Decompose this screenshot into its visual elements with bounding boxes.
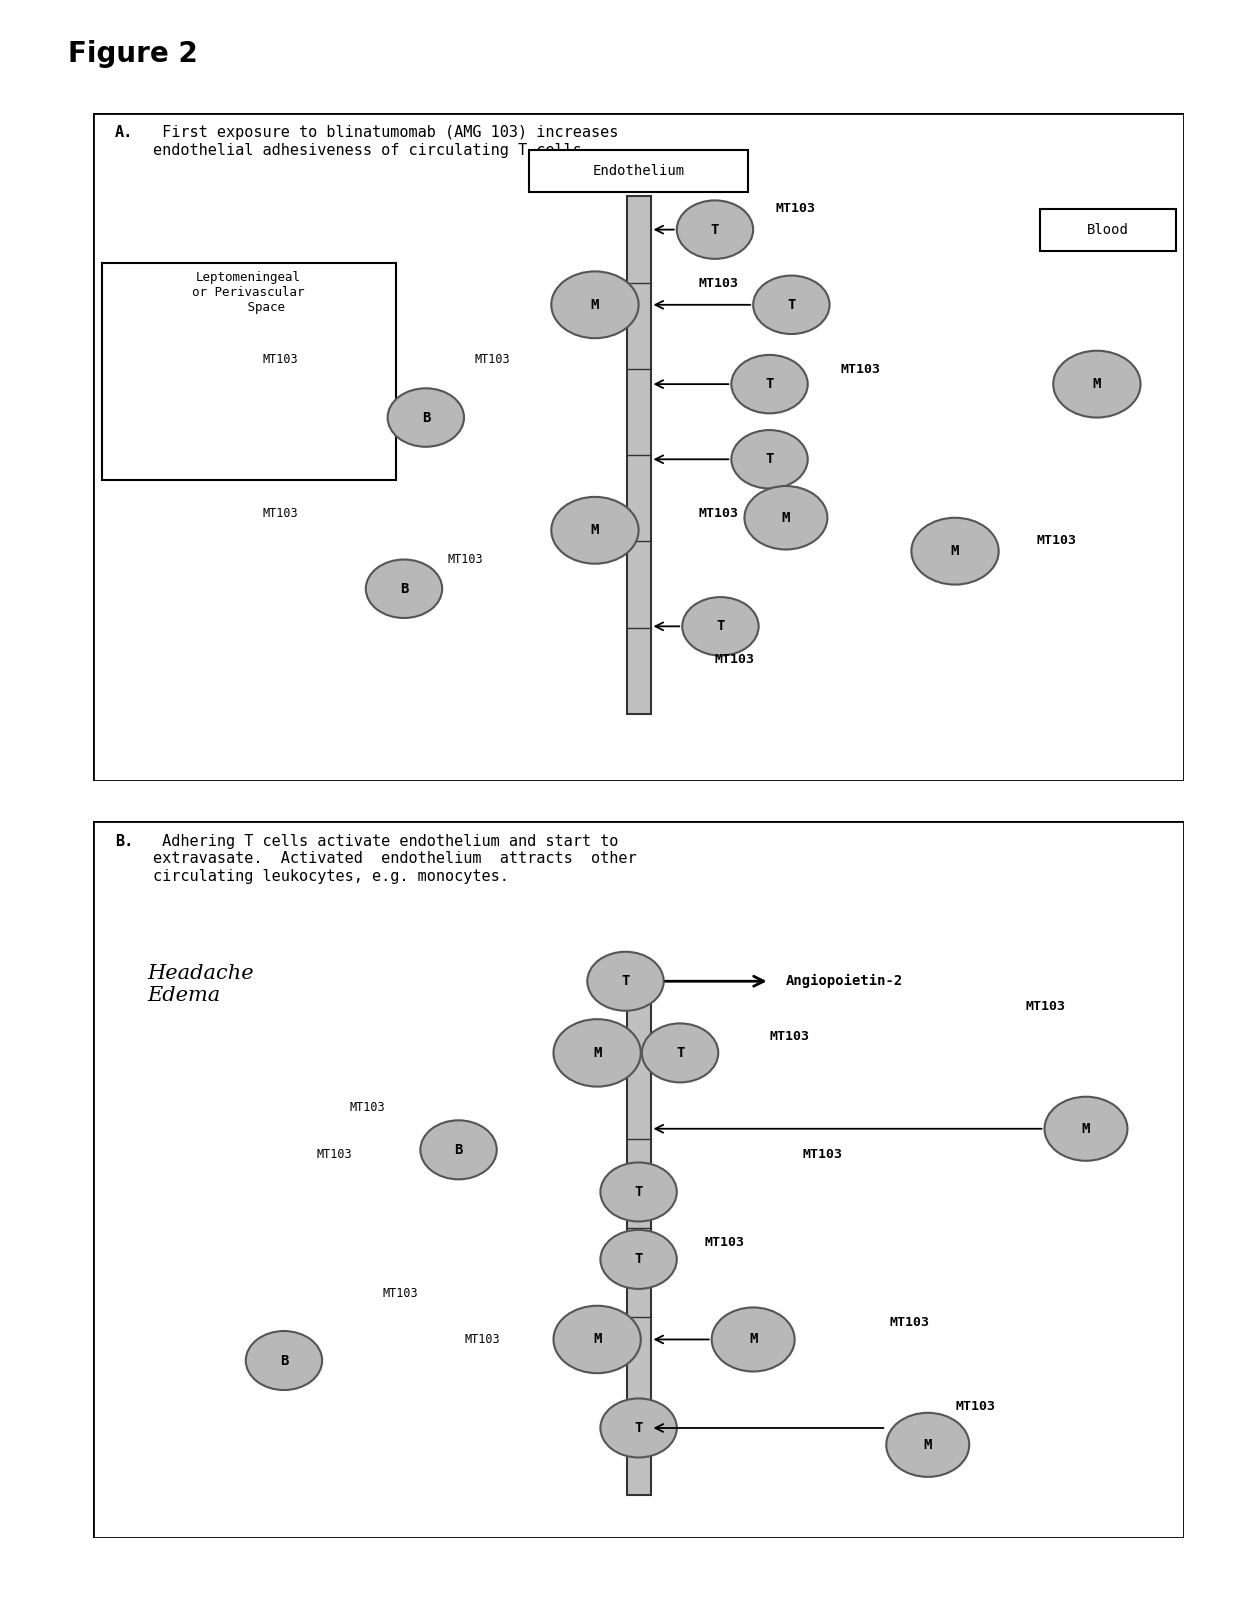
Text: MT103: MT103 — [770, 1029, 810, 1043]
Text: Adhering T cells activate endothelium and start to
extravasate.  Activated  endo: Adhering T cells activate endothelium an… — [153, 834, 636, 884]
Text: MT103: MT103 — [698, 507, 739, 520]
Bar — [1039, 209, 1176, 251]
Circle shape — [744, 486, 827, 549]
Text: T: T — [676, 1046, 684, 1059]
Text: M: M — [951, 544, 960, 559]
Circle shape — [712, 1307, 795, 1372]
Text: B: B — [454, 1143, 463, 1158]
Text: M: M — [590, 298, 599, 312]
Circle shape — [600, 1162, 677, 1222]
Text: Angiopoietin-2: Angiopoietin-2 — [786, 974, 903, 989]
Text: M: M — [593, 1046, 601, 1059]
Text: MT103: MT103 — [802, 1148, 842, 1161]
Text: M: M — [1092, 377, 1101, 391]
Bar — [102, 262, 397, 480]
Bar — [626, 196, 651, 715]
Circle shape — [388, 388, 464, 448]
Text: Blood: Blood — [1087, 222, 1128, 237]
Circle shape — [1053, 351, 1141, 417]
Circle shape — [732, 354, 807, 414]
Text: MT103: MT103 — [464, 1333, 500, 1346]
Bar — [626, 960, 651, 1496]
Text: M: M — [924, 1438, 932, 1452]
Text: Figure 2: Figure 2 — [68, 40, 198, 68]
Text: MT103: MT103 — [448, 552, 484, 567]
Circle shape — [753, 275, 830, 333]
Text: Leptomeningeal
or Perivascular
     Space: Leptomeningeal or Perivascular Space — [192, 272, 304, 314]
Text: M: M — [781, 510, 790, 525]
Circle shape — [552, 272, 639, 338]
Text: B: B — [399, 581, 408, 596]
Text: T: T — [787, 298, 796, 312]
Circle shape — [552, 497, 639, 564]
Text: MT103: MT103 — [262, 507, 298, 520]
Text: MT103: MT103 — [1025, 1000, 1066, 1013]
Text: MT103: MT103 — [316, 1148, 352, 1161]
Text: M: M — [749, 1333, 758, 1346]
Text: Headache
Edema: Headache Edema — [148, 964, 254, 1005]
Text: MT103: MT103 — [775, 203, 815, 216]
Text: M: M — [590, 523, 599, 538]
Text: MT103: MT103 — [262, 353, 298, 365]
Text: MT103: MT103 — [350, 1101, 386, 1114]
Text: T: T — [635, 1422, 642, 1435]
Text: T: T — [765, 377, 774, 391]
Circle shape — [887, 1414, 970, 1476]
Text: First exposure to blinatumomab (AMG 103) increases
endothelial adhesiveness of c: First exposure to blinatumomab (AMG 103)… — [153, 126, 619, 158]
Text: A.: A. — [115, 126, 133, 140]
Text: MT103: MT103 — [475, 353, 511, 365]
Circle shape — [682, 597, 759, 655]
Circle shape — [911, 518, 998, 584]
Text: B: B — [280, 1354, 288, 1367]
Circle shape — [600, 1399, 677, 1457]
Circle shape — [642, 1024, 718, 1082]
Text: MT103: MT103 — [698, 277, 739, 290]
Circle shape — [420, 1121, 497, 1179]
Text: T: T — [635, 1253, 642, 1267]
Circle shape — [600, 1230, 677, 1290]
Text: MT103: MT103 — [841, 364, 880, 377]
Circle shape — [1044, 1096, 1127, 1161]
Text: MT103: MT103 — [382, 1286, 418, 1299]
Circle shape — [366, 560, 443, 618]
Text: MT103: MT103 — [955, 1401, 994, 1414]
Circle shape — [553, 1019, 641, 1087]
Text: T: T — [717, 620, 724, 633]
Circle shape — [246, 1331, 322, 1389]
Text: B: B — [422, 411, 430, 425]
Text: T: T — [635, 1185, 642, 1199]
Text: B.: B. — [115, 834, 133, 848]
Text: M: M — [593, 1333, 601, 1346]
Text: T: T — [711, 222, 719, 237]
Text: MT103: MT103 — [704, 1236, 744, 1249]
Circle shape — [553, 1306, 641, 1373]
Text: Endothelium: Endothelium — [593, 164, 684, 179]
Text: MT103: MT103 — [889, 1315, 930, 1330]
Text: MT103: MT103 — [715, 654, 755, 667]
Circle shape — [588, 952, 663, 1011]
Text: T: T — [621, 974, 630, 989]
Text: MT103: MT103 — [1037, 535, 1076, 547]
Bar — [529, 150, 748, 192]
Text: T: T — [765, 452, 774, 467]
Text: M: M — [1081, 1122, 1090, 1135]
Circle shape — [732, 430, 807, 488]
Circle shape — [677, 200, 753, 259]
